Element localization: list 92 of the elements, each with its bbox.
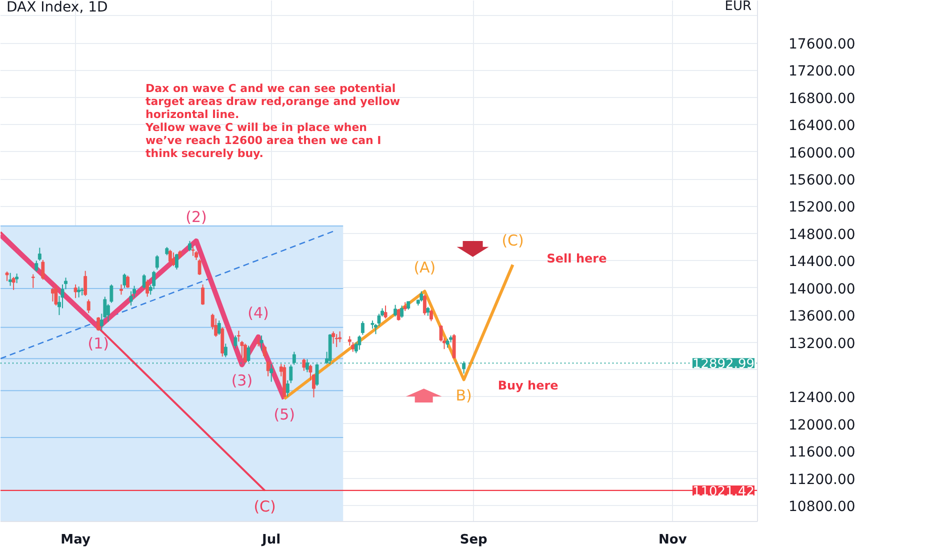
annotation: (1)	[88, 334, 110, 352]
annotation: Buy here	[498, 378, 558, 393]
candlestick	[244, 343, 247, 364]
candlestick	[31, 274, 35, 288]
candlestick	[122, 273, 126, 288]
y-tick-label: 14400.00	[788, 254, 856, 270]
y-axis-title: EUR	[724, 0, 752, 14]
y-tick-label: 13200.00	[788, 336, 856, 352]
candlestick	[234, 334, 238, 349]
candlestick	[302, 358, 306, 372]
ref-line-label: 11021.42	[692, 484, 754, 500]
candlestick	[64, 277, 68, 290]
x-tick-label: Sep	[460, 532, 488, 548]
candlestick	[84, 270, 88, 297]
candlestick	[34, 260, 38, 272]
y-tick-label: 13600.00	[788, 308, 856, 325]
candlestick	[142, 274, 146, 290]
candlestick	[256, 336, 260, 347]
candlestick	[266, 360, 270, 377]
annotation: (A)	[414, 258, 436, 276]
candlestick	[201, 284, 205, 306]
candlestick	[188, 240, 192, 252]
candlestick	[8, 272, 12, 286]
candlestick	[168, 249, 172, 266]
candlestick	[54, 284, 58, 306]
candlestick	[15, 273, 19, 284]
candlestick	[224, 343, 228, 358]
candlestick	[286, 380, 290, 398]
candlestick	[74, 284, 78, 299]
x-tick-label: Nov	[658, 532, 688, 548]
candlestick	[5, 271, 9, 282]
candlestick	[120, 284, 123, 296]
y-tick-label: 16400.00	[788, 118, 856, 134]
candlestick	[41, 259, 45, 280]
candlestick	[214, 318, 218, 338]
annotation: Dax on wave C and we can see potential target areas draw red,orange and yellow horizontal line. Yellow wave C will be in place when we’ve reach 12600 area then we can I think securely buy.	[144, 82, 400, 160]
candlestick	[396, 308, 400, 322]
candlestick	[452, 334, 456, 360]
x-tick-label: Jul	[261, 532, 281, 548]
y-tick-label: 11600.00	[788, 444, 856, 461]
candlestick	[86, 298, 90, 314]
candlestick	[236, 330, 240, 342]
y-tick-label: 14800.00	[788, 226, 856, 243]
candlestick	[172, 252, 176, 267]
candlestick	[260, 334, 264, 351]
candlestick	[38, 247, 42, 262]
chart-title: DAX Index, 1D	[6, 0, 108, 16]
candlestick	[263, 345, 267, 358]
y-tick-label: 10800.00	[788, 499, 856, 516]
y-tick-label: 16800.00	[788, 90, 856, 107]
y-tick-label: 12400.00	[788, 390, 856, 406]
candlestick	[358, 334, 362, 350]
y-tick-label: 15200.00	[788, 200, 856, 216]
candlestick	[394, 304, 398, 317]
candlestick	[420, 290, 424, 302]
candlestick	[338, 330, 342, 343]
candlestick	[77, 286, 81, 298]
annotation: (3)	[231, 372, 253, 390]
y-tick-label: 12000.00	[788, 417, 856, 434]
annotation: (5)	[274, 406, 295, 424]
y-tick-label: 16000.00	[788, 145, 856, 162]
x-tick-label: May	[60, 532, 91, 548]
candlestick	[270, 364, 274, 382]
candlestick	[198, 258, 202, 276]
annotation: B)	[456, 386, 472, 405]
candlestick	[110, 284, 114, 304]
candlestick	[348, 336, 352, 346]
y-tick-label: 17600.00	[788, 36, 856, 53]
y-tick-label: 11200.00	[788, 472, 856, 488]
candlestick	[429, 309, 433, 322]
candlestick	[146, 279, 150, 298]
candlestick	[126, 275, 130, 288]
candlestick	[289, 364, 293, 384]
annotation: (4)	[248, 304, 269, 322]
candlestick	[400, 305, 404, 318]
y-tick-label: 17200.00	[788, 64, 856, 80]
candlestick	[96, 316, 100, 332]
candlestick	[217, 320, 221, 336]
candlestick	[12, 276, 16, 290]
annotation: (C)	[502, 232, 524, 250]
candlestick	[240, 340, 244, 360]
candlestick	[384, 305, 388, 319]
candlestick	[422, 294, 426, 316]
annotation: (2)	[186, 208, 207, 226]
annotation: Sell here	[546, 252, 607, 266]
candlestick	[360, 320, 364, 336]
y-tick-label: 14000.00	[788, 281, 856, 298]
y-tick-label: 15600.00	[788, 172, 856, 189]
annotation: (C)	[254, 498, 276, 516]
candlestick	[332, 330, 336, 344]
candlestick	[155, 254, 159, 270]
candlestick	[174, 253, 178, 270]
